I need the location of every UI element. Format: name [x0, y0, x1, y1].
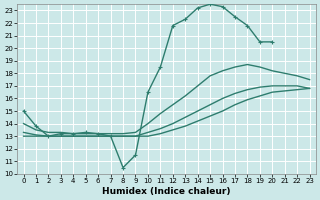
X-axis label: Humidex (Indice chaleur): Humidex (Indice chaleur): [102, 187, 231, 196]
